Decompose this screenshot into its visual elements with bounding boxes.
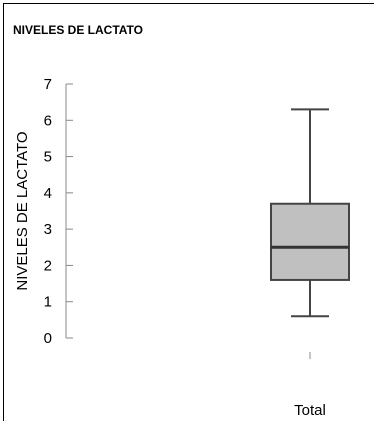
boxes bbox=[270, 108, 350, 318]
y-tick-label-2: 2 bbox=[44, 257, 52, 274]
chart-frame bbox=[3, 3, 374, 421]
y-axis-label: NIVELES DE LACTATO bbox=[14, 131, 31, 290]
chart-title: NIVELES DE LACTATO bbox=[13, 23, 144, 37]
y-tick-label-5: 5 bbox=[44, 149, 52, 166]
y-tick-label-4: 4 bbox=[44, 185, 52, 202]
y-tick-label-6: 6 bbox=[44, 112, 52, 129]
x-tick-label-total: Total bbox=[294, 402, 326, 419]
y-tick-label-0: 0 bbox=[44, 330, 52, 347]
y-tick-label-7: 7 bbox=[44, 76, 52, 93]
y-tick-label-1: 1 bbox=[44, 294, 52, 311]
y-tick-label-3: 3 bbox=[44, 221, 52, 238]
x-axis-labels: Total bbox=[294, 352, 326, 419]
y-axis: 0 1 2 3 4 5 6 7 bbox=[44, 76, 73, 347]
iqr-box bbox=[270, 202, 350, 281]
